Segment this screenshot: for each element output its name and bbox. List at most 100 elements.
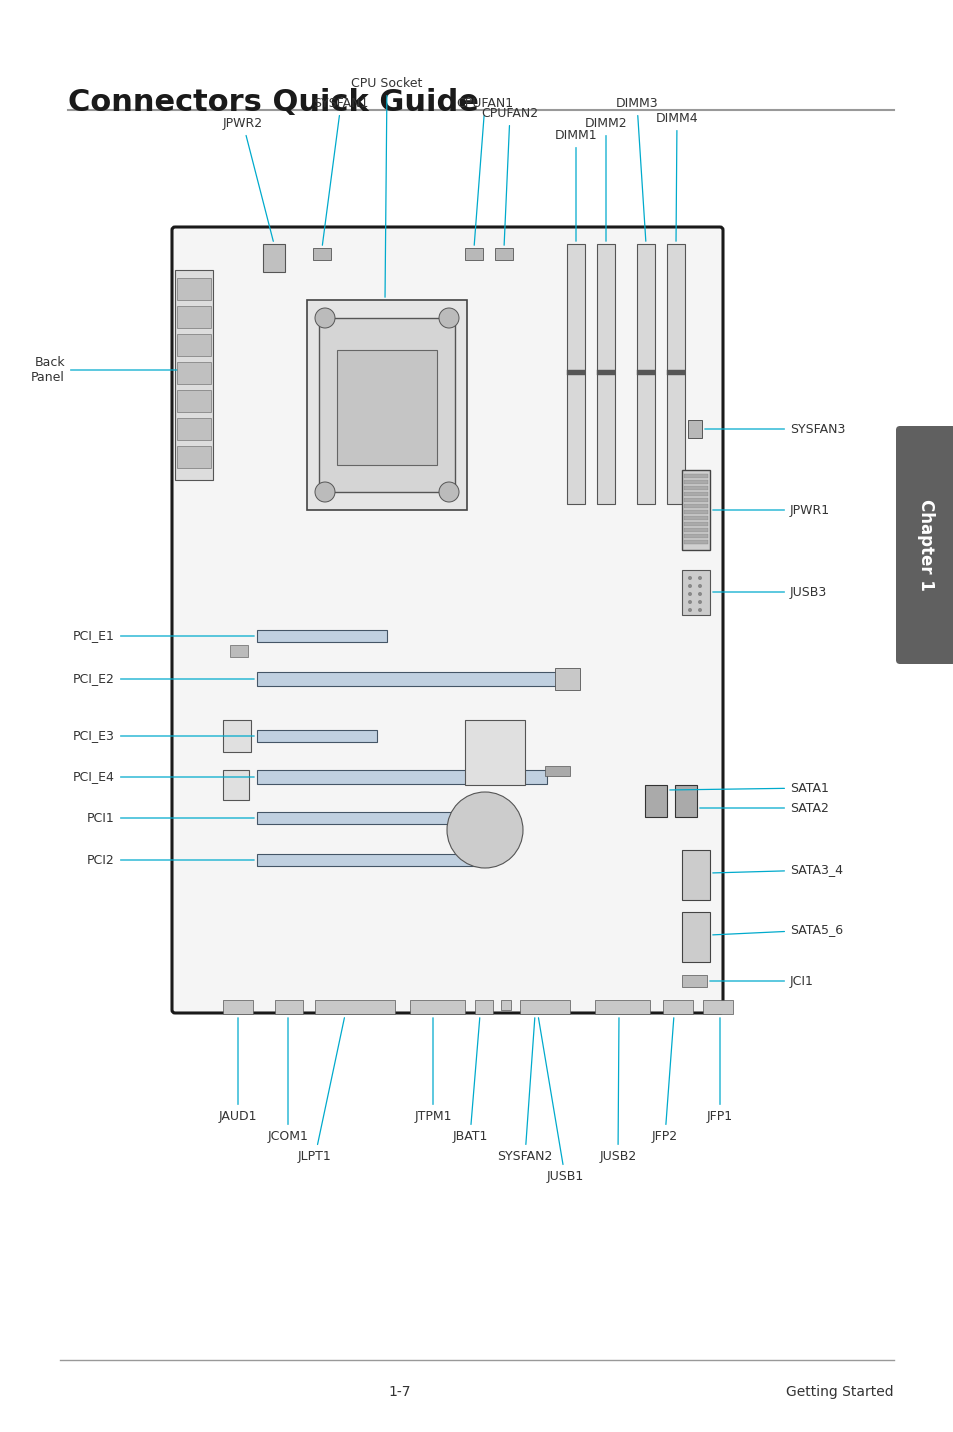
Text: JUSB1: JUSB1 [537, 1018, 583, 1183]
Bar [314, 1000, 395, 1014]
Circle shape [698, 584, 701, 589]
Circle shape [438, 308, 458, 328]
Bar [313, 248, 331, 261]
Bar [256, 630, 387, 642]
Bar [683, 510, 707, 514]
Text: CPUFAN1: CPUFAN1 [456, 97, 513, 245]
Bar [177, 445, 211, 468]
Text: PCI_E3: PCI_E3 [73, 729, 253, 743]
Text: SATA5_6: SATA5_6 [712, 924, 842, 937]
Bar [683, 516, 707, 520]
Circle shape [687, 609, 691, 611]
Bar [683, 534, 707, 538]
Bar [177, 306, 211, 328]
Bar [637, 243, 655, 504]
Bar [681, 470, 709, 550]
Bar [223, 1000, 253, 1014]
Text: JPWR2: JPWR2 [223, 117, 273, 242]
Text: CPUFAN2: CPUFAN2 [481, 107, 538, 245]
Bar [475, 1000, 493, 1014]
Bar [687, 420, 701, 438]
Bar [555, 667, 579, 690]
Text: PCI_E4: PCI_E4 [73, 770, 253, 783]
Bar [683, 498, 707, 503]
Text: JAUD1: JAUD1 [218, 1018, 257, 1123]
Text: JUSB2: JUSB2 [598, 1018, 636, 1163]
Bar [519, 1000, 569, 1014]
Bar [177, 334, 211, 357]
Text: DIMM4: DIMM4 [655, 112, 698, 241]
Bar [223, 720, 251, 752]
Text: SATA2: SATA2 [700, 802, 828, 815]
Text: DIMM1: DIMM1 [554, 129, 597, 241]
FancyBboxPatch shape [895, 425, 953, 664]
Text: PCI_E2: PCI_E2 [73, 673, 253, 686]
Bar [274, 1000, 303, 1014]
Text: JFP2: JFP2 [651, 1018, 678, 1143]
Circle shape [698, 609, 701, 611]
Bar [681, 570, 709, 614]
Bar [644, 785, 666, 818]
Bar [177, 278, 211, 299]
Text: Back
Panel: Back Panel [31, 357, 210, 384]
Circle shape [687, 600, 691, 604]
Bar [595, 1000, 649, 1014]
Bar [256, 730, 376, 742]
Text: SYSFAN1: SYSFAN1 [313, 97, 368, 245]
Bar [230, 644, 248, 657]
Text: PCI1: PCI1 [87, 812, 253, 825]
Text: JTPM1: JTPM1 [414, 1018, 452, 1123]
Bar [256, 812, 486, 823]
Text: JFP1: JFP1 [706, 1018, 732, 1123]
Circle shape [687, 576, 691, 580]
Bar [410, 1000, 464, 1014]
Bar [223, 770, 249, 800]
Text: 1-7: 1-7 [388, 1385, 411, 1399]
Text: SYSFAN3: SYSFAN3 [704, 422, 844, 435]
Bar [683, 480, 707, 484]
Text: SATA3_4: SATA3_4 [712, 863, 842, 876]
Text: PCI2: PCI2 [87, 853, 253, 866]
Bar [683, 474, 707, 478]
Bar [307, 299, 467, 510]
Bar [683, 540, 707, 544]
Bar [666, 243, 684, 504]
Text: JCOM1: JCOM1 [267, 1018, 308, 1143]
Circle shape [438, 483, 458, 503]
FancyBboxPatch shape [172, 228, 722, 1012]
Bar [683, 504, 707, 508]
Bar [464, 720, 524, 785]
Bar [495, 248, 513, 261]
Bar [177, 418, 211, 440]
Circle shape [447, 792, 522, 868]
Bar [597, 243, 615, 504]
Bar [597, 369, 615, 375]
Text: SYSFAN2: SYSFAN2 [497, 1018, 552, 1163]
Bar [318, 318, 455, 493]
Bar [683, 528, 707, 533]
Bar [681, 975, 706, 987]
Text: JCI1: JCI1 [709, 975, 813, 988]
Text: DIMM2: DIMM2 [584, 117, 627, 241]
Bar [666, 369, 684, 375]
Text: JBAT1: JBAT1 [452, 1018, 487, 1143]
Text: SATA1: SATA1 [669, 782, 828, 795]
Text: JPWR1: JPWR1 [712, 504, 829, 517]
Bar [702, 1000, 732, 1014]
Circle shape [314, 483, 335, 503]
Bar [256, 770, 546, 783]
Circle shape [687, 584, 691, 589]
Bar [174, 271, 213, 480]
Bar [256, 853, 486, 866]
Bar [637, 369, 655, 375]
Text: PCI_E1: PCI_E1 [73, 630, 253, 643]
Text: JLPT1: JLPT1 [297, 1018, 344, 1163]
Bar [683, 523, 707, 526]
Circle shape [314, 308, 335, 328]
Circle shape [687, 591, 691, 596]
Text: Chapter 1: Chapter 1 [916, 500, 934, 591]
Bar [500, 1000, 511, 1010]
Text: DIMM3: DIMM3 [615, 97, 658, 241]
Bar [681, 851, 709, 899]
Bar [336, 349, 436, 465]
